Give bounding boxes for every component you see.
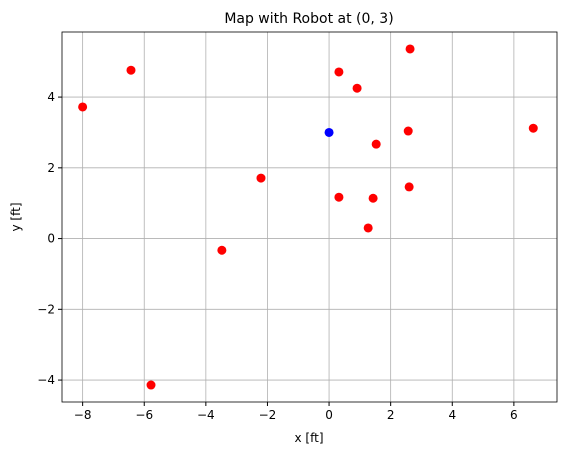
- point: [363, 223, 373, 233]
- x-tick-label: 0: [325, 408, 333, 422]
- y-axis-label: y [ft]: [9, 203, 23, 232]
- y-tick-label: −2: [37, 302, 55, 316]
- point: [334, 67, 344, 77]
- point: [371, 139, 381, 149]
- x-tick-label: −6: [135, 408, 153, 422]
- x-axis-label: x [ft]: [295, 431, 324, 445]
- point: [146, 380, 156, 390]
- point: [256, 173, 266, 183]
- point: [352, 83, 362, 93]
- y-tick-label: −4: [37, 373, 55, 387]
- x-tick-label: 2: [387, 408, 395, 422]
- point: [528, 123, 538, 133]
- point: [404, 182, 414, 192]
- y-tick-label: 4: [47, 90, 55, 104]
- x-tick-label: −2: [259, 408, 277, 422]
- point: [78, 102, 88, 112]
- x-tick-label: −4: [197, 408, 215, 422]
- x-tick-label: −8: [74, 408, 92, 422]
- point: [324, 127, 334, 137]
- y-tick-label: 0: [47, 232, 55, 246]
- x-tick-label: 6: [510, 408, 518, 422]
- point: [334, 192, 344, 202]
- y-tick-label: 2: [47, 161, 55, 175]
- chart-title: Map with Robot at (0, 3): [224, 11, 393, 27]
- point: [403, 126, 413, 136]
- point: [217, 245, 227, 255]
- point: [126, 65, 136, 75]
- point: [368, 193, 378, 203]
- point: [405, 44, 415, 54]
- x-tick-label: 4: [448, 408, 456, 422]
- plot-frame: [61, 31, 558, 403]
